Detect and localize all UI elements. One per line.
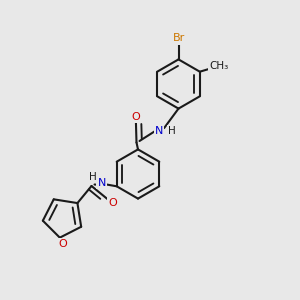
Text: Br: Br <box>172 33 184 43</box>
Text: N: N <box>98 178 106 188</box>
Text: O: O <box>108 197 117 208</box>
Text: H: H <box>168 125 176 136</box>
Text: H: H <box>89 172 97 182</box>
Text: N: N <box>155 125 163 136</box>
Text: O: O <box>58 239 67 249</box>
Text: CH₃: CH₃ <box>210 61 229 71</box>
Text: O: O <box>131 112 140 122</box>
